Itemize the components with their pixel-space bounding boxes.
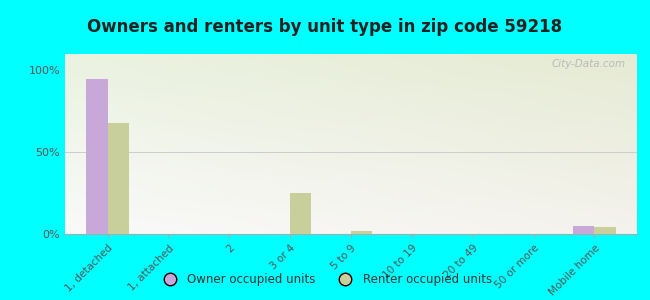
Bar <box>290 193 311 234</box>
Bar <box>573 226 594 234</box>
Legend: Owner occupied units, Renter occupied units: Owner occupied units, Renter occupied un… <box>153 269 497 291</box>
Bar <box>108 123 129 234</box>
Bar <box>594 227 616 234</box>
Text: City-Data.com: City-Data.com <box>551 59 625 69</box>
Bar <box>86 79 108 234</box>
Bar <box>351 231 372 234</box>
Text: Owners and renters by unit type in zip code 59218: Owners and renters by unit type in zip c… <box>88 18 562 36</box>
